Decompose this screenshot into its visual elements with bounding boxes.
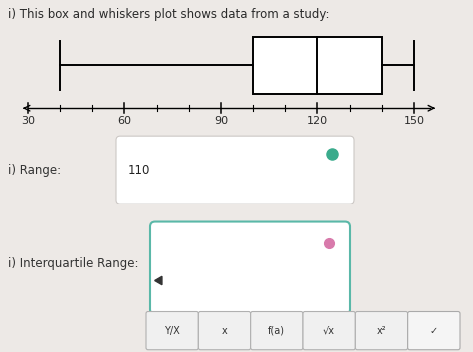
FancyBboxPatch shape xyxy=(355,312,408,350)
FancyBboxPatch shape xyxy=(116,136,354,204)
FancyBboxPatch shape xyxy=(146,312,198,350)
FancyBboxPatch shape xyxy=(251,312,303,350)
Text: i) Interquartile Range:: i) Interquartile Range: xyxy=(8,257,139,270)
FancyBboxPatch shape xyxy=(198,312,251,350)
Bar xyxy=(253,37,382,94)
Text: ✓: ✓ xyxy=(430,326,438,335)
Text: Y/X: Y/X xyxy=(164,326,180,335)
Text: 60: 60 xyxy=(117,116,131,126)
FancyBboxPatch shape xyxy=(303,312,355,350)
Text: f(a): f(a) xyxy=(268,326,285,335)
Text: x: x xyxy=(222,326,228,335)
FancyBboxPatch shape xyxy=(408,312,460,350)
Text: 150: 150 xyxy=(403,116,424,126)
Text: i) This box and whiskers plot shows data from a study:: i) This box and whiskers plot shows data… xyxy=(8,8,330,21)
FancyBboxPatch shape xyxy=(150,221,350,314)
Text: 90: 90 xyxy=(214,116,228,126)
Text: x²: x² xyxy=(377,326,386,335)
Text: √x: √x xyxy=(323,326,335,335)
Text: 30: 30 xyxy=(21,116,35,126)
Text: 120: 120 xyxy=(307,116,328,126)
Text: i) Range:: i) Range: xyxy=(8,164,61,177)
Text: 110: 110 xyxy=(128,164,150,177)
